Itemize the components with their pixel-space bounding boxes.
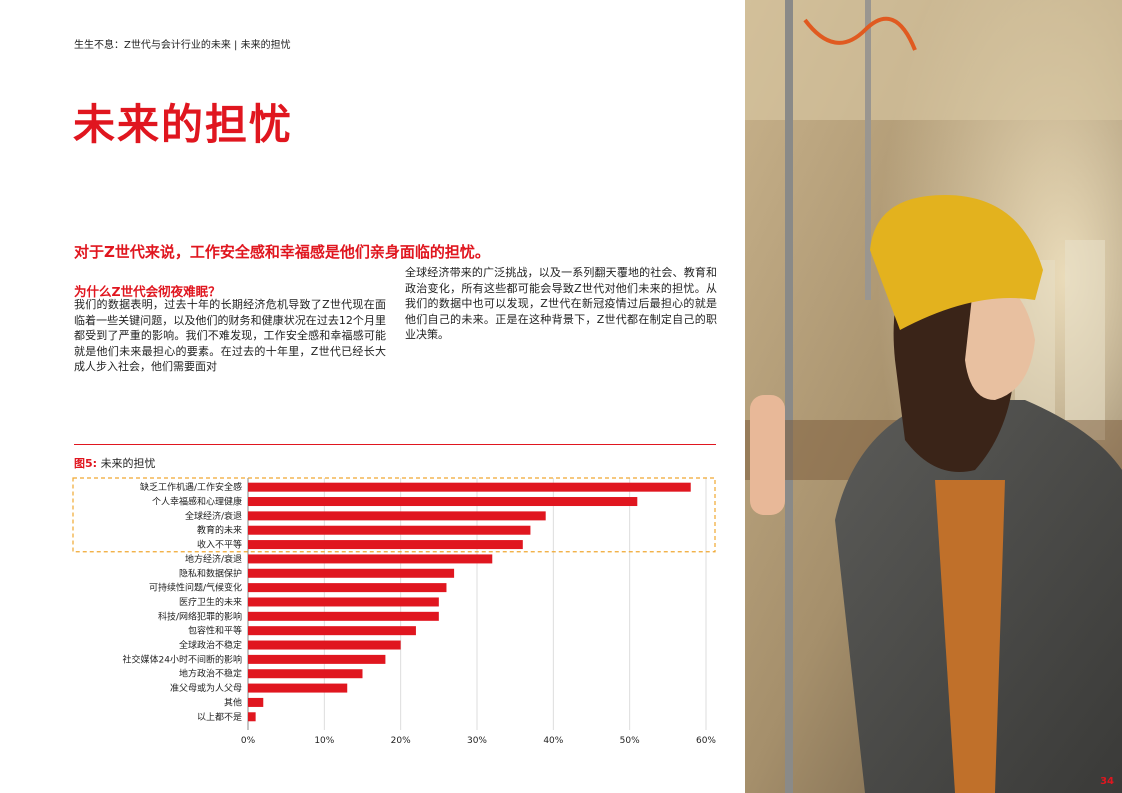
x-tick-label: 30% [467, 736, 487, 746]
x-tick-label: 60% [696, 736, 716, 746]
category-label: 全球政治不稳定 [179, 639, 242, 651]
page-number: 34 [1100, 776, 1114, 787]
bar [248, 583, 447, 593]
figure-label: 图5: [74, 457, 98, 470]
x-tick-label: 20% [391, 736, 411, 746]
category-label: 收入不平等 [197, 539, 242, 551]
category-label: 教育的未来 [197, 524, 242, 536]
category-label: 地方政治不稳定 [179, 668, 242, 680]
bar [248, 654, 386, 664]
bar-chart: 0% 10% 20% 30% 40% 50% 60% 缺乏工作机遇/工作安全感个人幸福感和心理… [72, 477, 716, 746]
x-tick-label: 40% [543, 736, 563, 746]
category-label: 医疗卫生的未来 [179, 596, 242, 608]
category-label: 地方经济/衰退 [185, 553, 242, 565]
highlight-box [72, 477, 716, 553]
bar [248, 497, 638, 507]
bar [248, 683, 348, 693]
figure-divider [74, 444, 716, 445]
bar [248, 597, 439, 607]
figure-title: 图5: 未来的担忧 [74, 455, 156, 471]
category-label: 个人幸福感和心理健康 [152, 496, 242, 508]
category-label: 准父母或为人父母 [170, 682, 242, 694]
bar [248, 568, 455, 578]
category-label: 社交媒体24小时不间断的影响 [123, 653, 242, 665]
category-label: 缺乏工作机遇/工作安全感 [140, 481, 242, 493]
bar [248, 697, 264, 707]
bar [248, 554, 493, 564]
bar [248, 611, 439, 621]
category-label: 包容性和平等 [188, 625, 242, 637]
figure-caption: 未来的担忧 [100, 457, 156, 470]
x-tick-label: 10% [314, 736, 334, 746]
body-text-column-1: 我们的数据表明，过去十年的长期经济危机导致了Z世代现在面临着一些关键问题，以及他… [74, 298, 386, 374]
bar [248, 525, 531, 535]
category-label: 可持续性问题/气候变化 [149, 582, 242, 594]
breadcrumb: 生生不息：Z世代与会计行业的未来 | 未来的担忧 [74, 40, 291, 51]
bar [248, 540, 523, 550]
bar [248, 712, 256, 722]
x-tick-label: 50% [620, 736, 640, 746]
bar [248, 640, 401, 650]
photo-woman-on-tram [745, 0, 1122, 793]
bar [248, 626, 416, 636]
bar [248, 511, 546, 521]
category-label: 科技/网络犯罪的影响 [158, 610, 242, 622]
category-label: 其他 [224, 696, 242, 708]
category-label: 以上都不是 [197, 712, 242, 723]
body-text-column-2: 全球经济带来的广泛挑战，以及一系列翻天覆地的社会、教育和政治变化，所有这些都可能… [405, 266, 717, 342]
bar [248, 669, 363, 679]
page-title: 未来的担忧 [73, 100, 294, 149]
bar [248, 482, 691, 492]
lead-statement: 对于Z世代来说，工作安全感和幸福感是他们亲身面临的担忧。 [74, 243, 490, 261]
x-tick-label: 0% [241, 736, 256, 746]
category-label: 全球经济/衰退 [185, 510, 242, 522]
category-label: 隐私和数据保护 [179, 567, 242, 579]
section-heading: 为什么Z世代会彻夜难眠？ [74, 284, 221, 299]
